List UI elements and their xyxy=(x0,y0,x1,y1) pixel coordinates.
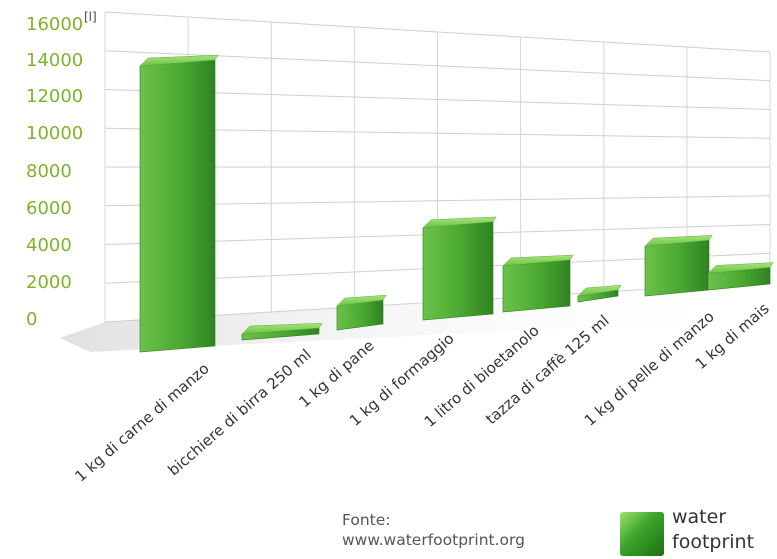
y-axis-ticks: 0 2000 4000 6000 8000 10000 12000 14000 16000 xyxy=(26,14,83,330)
water-footprint-chart: 0 2000 4000 6000 8000 10000 12000 14000 16000 1 … xyxy=(26,10,774,485)
legend: water footprint xyxy=(620,505,777,559)
bar xyxy=(336,294,387,331)
bar xyxy=(707,262,774,291)
y-tick-label: 0 xyxy=(26,309,37,330)
y-tick-label: 6000 xyxy=(26,198,72,219)
source-label: Fonte: xyxy=(342,511,391,529)
legend-label: water footprint xyxy=(672,505,777,555)
y-tick-label: 4000 xyxy=(26,235,72,256)
y-tick-label: 14000 xyxy=(26,50,83,71)
unit-label: [l] xyxy=(84,10,97,24)
x-tick-label: bicchiere di birra 250 ml xyxy=(164,345,314,479)
bar xyxy=(241,322,323,341)
bar xyxy=(422,216,497,321)
source-url: www.waterfootprint.org xyxy=(342,531,525,549)
legend-label-line1: water xyxy=(672,506,727,528)
bar xyxy=(502,254,574,313)
y-tick-label: 10000 xyxy=(26,123,83,144)
y-tick-label: 12000 xyxy=(26,86,83,107)
bar xyxy=(577,284,622,303)
y-tick-label: 8000 xyxy=(26,161,72,182)
y-tick-label: 16000 xyxy=(26,14,83,35)
bars xyxy=(139,54,774,353)
y-tick-label: 2000 xyxy=(26,272,72,293)
bar xyxy=(139,54,219,353)
source-note: Fonte: www.waterfootprint.org xyxy=(342,510,602,550)
x-tick-label: 1 kg di carne di manzo xyxy=(71,359,212,485)
legend-swatch xyxy=(620,512,664,556)
bar xyxy=(644,235,713,297)
legend-label-line2: footprint xyxy=(672,531,755,553)
